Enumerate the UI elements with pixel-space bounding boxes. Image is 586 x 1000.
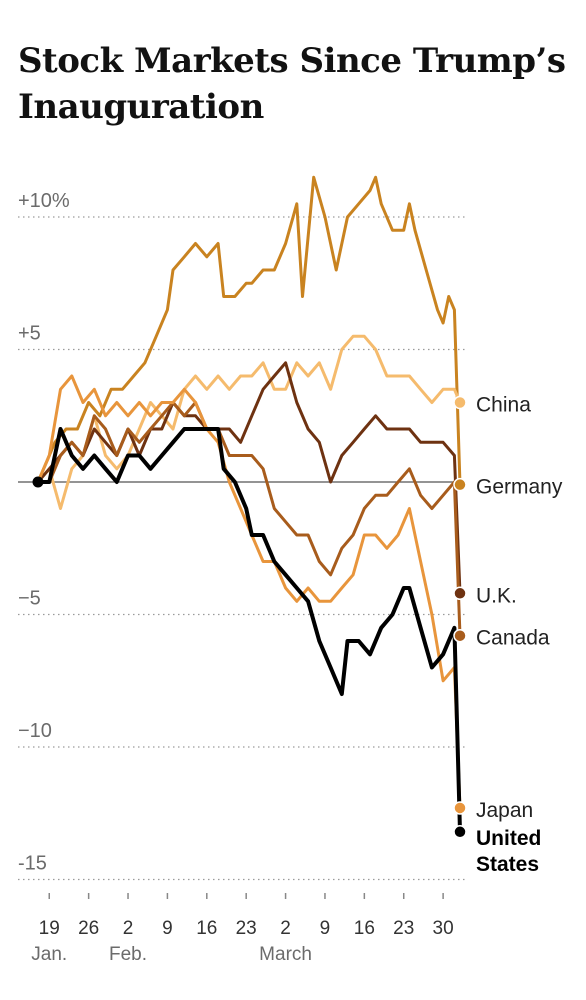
series-end-point-u-k: [453, 586, 467, 601]
x-tick-label: 16: [196, 918, 217, 939]
series-end-point-germany: [453, 477, 467, 492]
x-month-label: March: [259, 944, 312, 965]
y-tick-label: −10: [18, 720, 52, 742]
series-label-japan: Japan: [476, 799, 533, 822]
series-end-point-united-states: [453, 825, 467, 839]
series-line-china: [36, 334, 462, 510]
series-end-point-china: [453, 395, 467, 410]
series-label-china: China: [476, 394, 531, 417]
start-point: [32, 476, 44, 488]
x-month-label: Jan.: [31, 944, 67, 965]
series-line-germany: [36, 175, 462, 487]
x-tick-label: 2: [280, 918, 291, 939]
y-tick-label: +5: [18, 323, 41, 345]
series-label-canada: Canada: [476, 627, 550, 650]
series-end-point-canada: [453, 628, 467, 643]
axis-layer: 19 26 2 9 16 23 2 9 16 23 30 Jan. Feb. March: [31, 893, 454, 965]
x-tick-label: 23: [393, 918, 414, 939]
series-line-u-k: [36, 361, 462, 595]
x-tick-label: 19: [39, 918, 60, 939]
label-layer: Germany China U.K. Canada Japan United States: [453, 394, 563, 876]
chart-title: Stock Markets Since Trump’s Inauguration: [18, 41, 566, 127]
series-line-canada: [36, 401, 462, 638]
series-label-united-states: United States: [476, 827, 541, 876]
x-tick-label: 9: [162, 918, 173, 939]
x-month-label: Feb.: [109, 944, 147, 965]
x-tick-label: 16: [354, 918, 375, 939]
x-tick-label: 30: [433, 918, 454, 939]
y-tick-label: −5: [18, 588, 41, 610]
x-tick-label: 9: [320, 918, 331, 939]
series-end-point-japan: [453, 801, 467, 815]
series-layer: [32, 175, 462, 834]
series-label-germany: Germany: [476, 476, 563, 499]
y-tick-label: +10%: [18, 190, 70, 212]
series-label-u-k: U.K.: [476, 584, 517, 607]
x-tick-label: 26: [78, 918, 99, 939]
y-tick-label: -15: [18, 853, 47, 875]
grid-layer: +10% +5 −5 −10 -15: [18, 190, 466, 881]
x-tick-label: 23: [236, 918, 257, 939]
series-line-united-states: [36, 427, 462, 834]
x-tick-label: 2: [123, 918, 134, 939]
